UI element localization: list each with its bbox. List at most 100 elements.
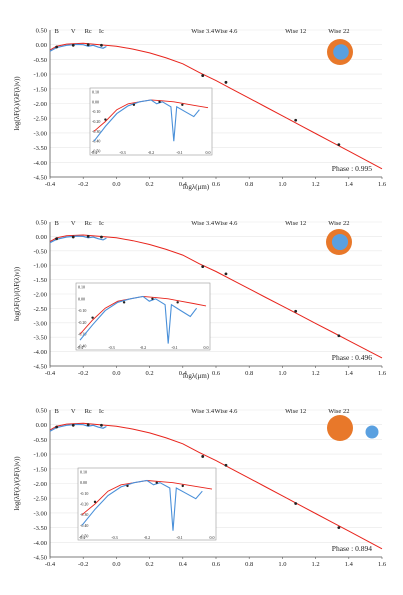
sed-panel: 0.50 0.00 -0.50 -1.00 -1.50 -2.00 -2.50 -3.00 -3…: [13, 408, 387, 569]
photometry-point: [337, 334, 341, 338]
y-axis-label: log(λF(λ)/(λF(λ)ν)): [13, 266, 21, 321]
star-disk-icon: [327, 415, 353, 441]
sed-panel: 0.50 0.00 -0.50 -1.00 -1.50 -2.00 -2.50 -3.00 -3…: [13, 28, 387, 192]
y-tick-label: -1.00: [33, 263, 47, 270]
photometry-point: [224, 272, 228, 276]
band-label: Ic: [99, 220, 104, 227]
inset-x-tick-label: -0.4: [79, 535, 85, 540]
inset-x-tick-label: -0.2: [140, 345, 146, 350]
inset-photometry-point: [122, 301, 126, 304]
model-sed-line: [49, 234, 383, 359]
y-tick-label: -2.50: [33, 306, 47, 313]
y-tick-label: -2.00: [33, 101, 47, 108]
photometry-point: [100, 43, 103, 47]
inset-photometry-point: [91, 316, 94, 319]
band-label: Wise 4.6: [215, 220, 239, 227]
inset-y-tick-label: -0.20: [92, 119, 100, 124]
photometry-point: [71, 43, 75, 47]
inset-panel: 0.10 0.00 -0.10 -0.20 -0.30 -0.40-0.4 -0.3 -0.2…: [75, 282, 211, 351]
photometry-point: [86, 43, 90, 47]
y-tick-label: -2.00: [33, 481, 47, 488]
photometry-point: [337, 143, 341, 147]
x-tick-label: 0.0: [112, 561, 120, 568]
band-label: V: [71, 28, 76, 35]
phase-label: Phase : 0.894: [332, 544, 372, 553]
x-tick-label: 0.4: [179, 181, 188, 188]
band-label: V: [71, 408, 76, 415]
inset-photometry-point: [151, 297, 154, 300]
band-label: Rc: [85, 408, 92, 415]
inset-frame: [75, 282, 211, 351]
x-axis-label: logλ(μm): [183, 372, 210, 380]
band-label: B: [54, 28, 59, 35]
photometry-point: [337, 526, 341, 529]
inset-photometry-point: [181, 103, 184, 106]
band-label: Wise 3.4: [191, 28, 215, 35]
band-label: B: [54, 220, 59, 227]
x-tick-label: 1.2: [312, 181, 320, 188]
x-tick-label: 0.4: [179, 561, 188, 568]
photometry-point: [201, 74, 205, 77]
photometry-point: [71, 423, 75, 427]
model-sed-line: [49, 42, 383, 170]
observed-spectrum-line: [49, 43, 107, 52]
band-label: Wise 3.4: [191, 408, 215, 415]
x-tick-label: 0.6: [212, 561, 221, 568]
photometry-point: [294, 118, 298, 122]
x-tick-label: 0.0: [112, 181, 120, 188]
photometry-point: [86, 235, 90, 238]
inset-y-tick-label: -0.50: [80, 534, 88, 539]
companion-disk-icon: [333, 44, 349, 60]
x-tick-label: -0.4: [45, 561, 56, 568]
inset-y-tick-label: 0.00: [80, 480, 87, 485]
photometry-point: [86, 423, 90, 427]
inset-x-tick-label: -0.3: [119, 150, 125, 155]
y-tick-label: -3.00: [33, 510, 47, 517]
inset-x-tick-label: -0.1: [176, 150, 182, 155]
band-label: Ic: [99, 28, 104, 35]
band-label: Ic: [99, 408, 104, 415]
y-tick-label: -0.50: [33, 437, 47, 444]
x-tick-label: -0.2: [78, 561, 88, 568]
observed-spectrum-line: [49, 235, 107, 244]
y-tick-label: -1.00: [33, 72, 47, 79]
x-tick-label: 1.4: [345, 370, 354, 377]
x-tick-label: 1.2: [312, 561, 320, 568]
y-tick-label: -2.50: [33, 496, 47, 503]
inset-x-tick-label: -0.4: [77, 345, 83, 350]
inset-panel: 0.10 0.00 -0.10 -0.20 -0.30 -0.40 -0.50-0.4 -0.…: [77, 467, 217, 541]
y-tick-label: -4.50: [33, 364, 47, 371]
y-tick-label: 0.00: [36, 42, 47, 49]
band-label: B: [54, 408, 59, 415]
inset-y-tick-label: -0.10: [78, 308, 86, 313]
inset-photometry-point: [126, 484, 129, 488]
y-tick-label: -2.50: [33, 116, 47, 123]
inset-frame: [77, 467, 217, 541]
band-label: Wise 4.6: [215, 408, 239, 415]
x-tick-label: 1.0: [278, 181, 286, 188]
companion-disk-icon: [331, 233, 349, 251]
band-label: Wise 12: [285, 220, 306, 227]
x-tick-label: 0.8: [245, 561, 253, 568]
y-tick-label: -1.50: [33, 466, 47, 473]
inset-y-tick-label: -0.20: [80, 502, 88, 507]
photometry-point: [100, 235, 103, 239]
photometry-point: [201, 265, 205, 269]
inset-y-tick-label: -0.20: [78, 320, 86, 325]
y-tick-label: -3.50: [33, 525, 47, 532]
photometry-point: [224, 80, 228, 84]
inset-y-tick-label: -0.30: [78, 332, 86, 337]
observed-spectrum-line: [49, 423, 107, 432]
x-tick-label: 1.0: [278, 561, 286, 568]
x-tick-label: -0.4: [45, 370, 56, 377]
x-tick-label: 0.8: [245, 370, 253, 377]
phase-label: Phase : 0.496: [332, 353, 372, 362]
y-axis-label: log(λF(λ)/(λF(λ)ν)): [13, 76, 21, 131]
inset-frame: [89, 87, 213, 156]
x-tick-label: 1.6: [378, 561, 387, 568]
y-tick-label: -1.50: [33, 86, 47, 93]
band-label: Wise 22: [328, 28, 349, 35]
photometry-point: [55, 425, 59, 429]
photometry-point: [201, 455, 205, 458]
